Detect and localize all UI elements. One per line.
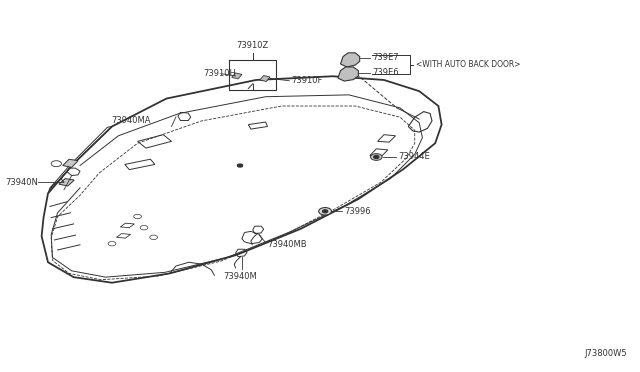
Text: <WITH AUTO BACK DOOR>: <WITH AUTO BACK DOOR> bbox=[416, 60, 520, 69]
Text: 739E7: 739E7 bbox=[372, 53, 399, 62]
Polygon shape bbox=[232, 73, 242, 79]
Polygon shape bbox=[63, 159, 78, 167]
Polygon shape bbox=[338, 67, 358, 81]
Text: 73940MB: 73940MB bbox=[268, 240, 307, 249]
Polygon shape bbox=[340, 53, 360, 67]
Text: 73940N: 73940N bbox=[6, 178, 38, 187]
Text: 739E6: 739E6 bbox=[372, 68, 399, 77]
Polygon shape bbox=[59, 179, 74, 186]
Text: 73910H: 73910H bbox=[204, 69, 236, 78]
Text: 73940MA: 73940MA bbox=[111, 116, 150, 125]
Circle shape bbox=[323, 210, 328, 213]
Circle shape bbox=[319, 208, 332, 215]
Text: 73940M: 73940M bbox=[223, 272, 257, 281]
Circle shape bbox=[374, 155, 379, 158]
Polygon shape bbox=[260, 76, 270, 81]
Circle shape bbox=[371, 154, 382, 160]
Text: 73944E: 73944E bbox=[398, 153, 430, 161]
Circle shape bbox=[237, 164, 243, 167]
Text: 73910Z: 73910Z bbox=[237, 41, 269, 50]
Text: J73800W5: J73800W5 bbox=[584, 349, 627, 358]
Text: 73996: 73996 bbox=[344, 207, 371, 216]
Text: 73910F: 73910F bbox=[291, 76, 323, 85]
